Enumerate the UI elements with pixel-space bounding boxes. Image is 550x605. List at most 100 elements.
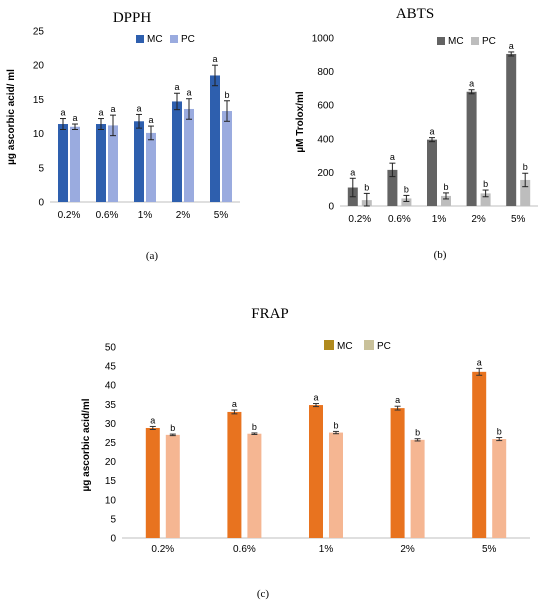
y-tick-label: 25	[105, 438, 117, 449]
legend-swatch-pc	[471, 37, 479, 45]
legend-label-pc: PC	[482, 36, 496, 47]
significance-label: a	[509, 41, 514, 51]
bar-pc	[441, 195, 451, 206]
x-tick-label: 1%	[432, 214, 447, 225]
y-tick-label: 35	[105, 400, 117, 411]
x-tick-label: 1%	[138, 210, 153, 221]
y-tick-label: 10	[33, 129, 45, 140]
y-tick-label: 0	[110, 534, 116, 545]
x-tick-label: 2%	[400, 544, 415, 555]
significance-label: a	[136, 103, 141, 113]
legend-swatch-pc	[170, 35, 178, 43]
significance-label: a	[232, 399, 237, 409]
significance-label: a	[477, 357, 482, 367]
significance-label: b	[443, 182, 448, 192]
bar-pc	[480, 193, 491, 206]
panel-label: (a)	[146, 250, 159, 262]
x-tick-label: 0.2%	[151, 544, 174, 555]
bar-mc	[134, 121, 144, 202]
significance-label: b	[523, 162, 528, 172]
x-tick-label: 0.6%	[388, 214, 411, 225]
bar-pc	[70, 126, 80, 202]
legend-swatch-mc	[437, 37, 445, 45]
y-tick-label: 5	[110, 514, 116, 525]
significance-label: a	[395, 395, 400, 405]
bar-pc	[410, 439, 425, 538]
bar-mc	[472, 371, 487, 538]
bar-mc	[387, 169, 398, 206]
y-tick-label: 800	[317, 67, 334, 78]
bar-mc	[390, 408, 405, 538]
significance-label: a	[60, 108, 65, 118]
significance-label: a	[150, 415, 155, 425]
legend-label-mc: MC	[448, 36, 464, 47]
chart-title: FRAP	[251, 306, 289, 322]
significance-label: b	[364, 182, 369, 192]
y-tick-label: 25	[33, 27, 45, 38]
significance-label: b	[252, 422, 257, 432]
x-tick-label: 0.2%	[58, 210, 81, 221]
significance-label: a	[186, 88, 191, 98]
significance-label: b	[415, 428, 420, 438]
x-tick-label: 5%	[482, 544, 497, 555]
legend-label-pc: PC	[377, 341, 391, 352]
y-tick-label: 40	[105, 381, 117, 392]
y-axis-label: µg ascorbic acid/ml	[81, 398, 92, 491]
significance-label: b	[497, 427, 502, 437]
bar-pc	[184, 108, 194, 202]
chart-frap: FRAP µg ascorbic acid/ml 0 5 10 15 20 25 30 35 40 4…	[81, 306, 530, 600]
y-axis-label: µg ascorbic acid/ ml	[6, 69, 17, 165]
significance-label: a	[148, 115, 153, 125]
legend-swatch-pc	[364, 340, 374, 350]
significance-label: a	[429, 127, 434, 137]
bar-pc	[520, 179, 531, 206]
y-tick-label: 30	[105, 419, 117, 430]
significance-label: a	[72, 113, 77, 123]
bar-mc	[145, 427, 160, 538]
bar-pc	[108, 125, 118, 202]
chart-title: ABTS	[396, 6, 434, 22]
significance-label: b	[170, 423, 175, 433]
panel-label: (c)	[257, 588, 270, 600]
y-tick-label: 400	[317, 134, 334, 145]
x-tick-label: 0.2%	[348, 214, 371, 225]
panel-label: (b)	[434, 249, 447, 261]
y-tick-label: 20	[33, 61, 45, 72]
x-tick-label: 5%	[214, 210, 229, 221]
bar-mc	[58, 124, 68, 202]
legend-label-mc: MC	[337, 341, 353, 352]
x-tick-label: 0.6%	[96, 210, 119, 221]
y-tick-label: 600	[317, 101, 334, 112]
legend-swatch-mc	[324, 340, 334, 350]
y-tick-label: 50	[105, 343, 117, 354]
significance-label: b	[483, 179, 488, 189]
bar-mc	[172, 101, 182, 202]
significance-label: a	[212, 54, 217, 64]
significance-label: a	[313, 393, 318, 403]
significance-label: b	[404, 184, 409, 194]
legend-label-pc: PC	[181, 34, 195, 45]
significance-label: b	[224, 90, 229, 100]
y-axis-label: µM Trolox/ml	[295, 91, 306, 153]
y-tick-label: 0	[328, 202, 334, 213]
x-tick-label: 0.6%	[233, 544, 256, 555]
x-tick-label: 1%	[319, 544, 334, 555]
bar-pc	[222, 111, 232, 202]
bar-pc	[247, 433, 262, 538]
bar-mc	[466, 91, 477, 206]
y-tick-label: 200	[317, 168, 334, 179]
legend-label-mc: MC	[147, 34, 163, 45]
bar-mc	[309, 405, 323, 538]
y-tick-label: 20	[105, 457, 117, 468]
significance-label: a	[110, 104, 115, 114]
significance-label: a	[390, 152, 395, 162]
bar-mc	[96, 124, 106, 202]
bar-pc	[146, 132, 156, 202]
x-tick-label: 2%	[471, 214, 486, 225]
bar-mc	[210, 75, 220, 202]
y-tick-label: 15	[33, 95, 45, 106]
chart-title: DPPH	[113, 10, 152, 26]
